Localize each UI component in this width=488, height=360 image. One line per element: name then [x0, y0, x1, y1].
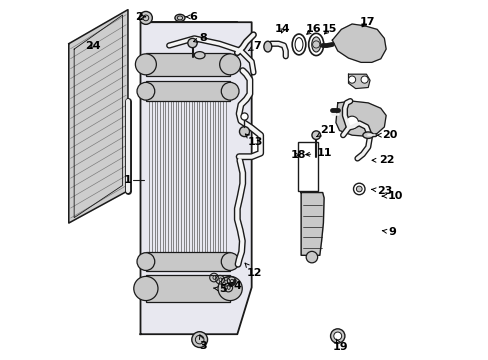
Polygon shape	[332, 24, 386, 62]
Polygon shape	[301, 193, 324, 255]
Circle shape	[139, 12, 152, 24]
Text: 24: 24	[85, 41, 101, 50]
Text: 6: 6	[185, 12, 196, 22]
Ellipse shape	[194, 51, 204, 59]
Circle shape	[356, 186, 362, 192]
Circle shape	[311, 131, 320, 139]
Text: 4: 4	[228, 281, 241, 291]
Text: 10: 10	[382, 191, 403, 201]
Text: 1: 1	[123, 175, 131, 185]
Circle shape	[137, 253, 154, 270]
Circle shape	[305, 251, 317, 263]
Circle shape	[345, 116, 358, 129]
Text: 8: 8	[193, 33, 207, 43]
Text: 15: 15	[321, 24, 336, 35]
Polygon shape	[69, 10, 128, 223]
Ellipse shape	[175, 14, 184, 22]
Ellipse shape	[224, 280, 227, 284]
Ellipse shape	[219, 278, 222, 282]
Text: 17: 17	[359, 17, 374, 27]
Ellipse shape	[292, 34, 305, 55]
Text: 19: 19	[332, 339, 347, 352]
Text: 3: 3	[199, 335, 207, 351]
Ellipse shape	[362, 132, 373, 138]
Ellipse shape	[308, 33, 323, 55]
Ellipse shape	[311, 37, 320, 52]
Text: 16: 16	[305, 24, 321, 35]
Circle shape	[239, 127, 249, 136]
Bar	[140, 22, 237, 334]
Circle shape	[218, 276, 242, 301]
Circle shape	[241, 113, 247, 120]
Text: 18: 18	[290, 150, 306, 160]
Circle shape	[135, 54, 156, 75]
Circle shape	[221, 253, 239, 270]
Circle shape	[191, 332, 207, 347]
Text: 2: 2	[135, 12, 145, 22]
Text: 5: 5	[213, 284, 226, 294]
Circle shape	[360, 76, 367, 83]
Ellipse shape	[227, 286, 230, 289]
Circle shape	[134, 276, 158, 301]
Text: 12: 12	[244, 263, 261, 278]
Text: 13: 13	[245, 134, 263, 147]
Polygon shape	[335, 101, 386, 136]
Bar	[145, 81, 230, 101]
Circle shape	[348, 76, 355, 83]
Bar	[145, 275, 230, 302]
Text: 9: 9	[382, 227, 395, 237]
Text: 20: 20	[376, 130, 397, 140]
Polygon shape	[348, 74, 369, 89]
Polygon shape	[140, 22, 251, 334]
Circle shape	[221, 82, 239, 100]
Circle shape	[330, 329, 344, 343]
Text: 21: 21	[316, 125, 335, 136]
Text: 11: 11	[305, 148, 331, 158]
Text: 22: 22	[371, 155, 394, 165]
Bar	[145, 53, 230, 76]
Circle shape	[137, 82, 154, 100]
Text: 7: 7	[248, 41, 261, 51]
Circle shape	[187, 39, 197, 48]
Bar	[298, 142, 317, 191]
Bar	[145, 252, 230, 271]
Ellipse shape	[212, 276, 215, 279]
Ellipse shape	[230, 279, 233, 283]
Text: 14: 14	[274, 24, 290, 35]
Text: 23: 23	[371, 186, 392, 196]
Circle shape	[219, 54, 240, 75]
Ellipse shape	[264, 41, 271, 52]
Circle shape	[333, 332, 341, 340]
